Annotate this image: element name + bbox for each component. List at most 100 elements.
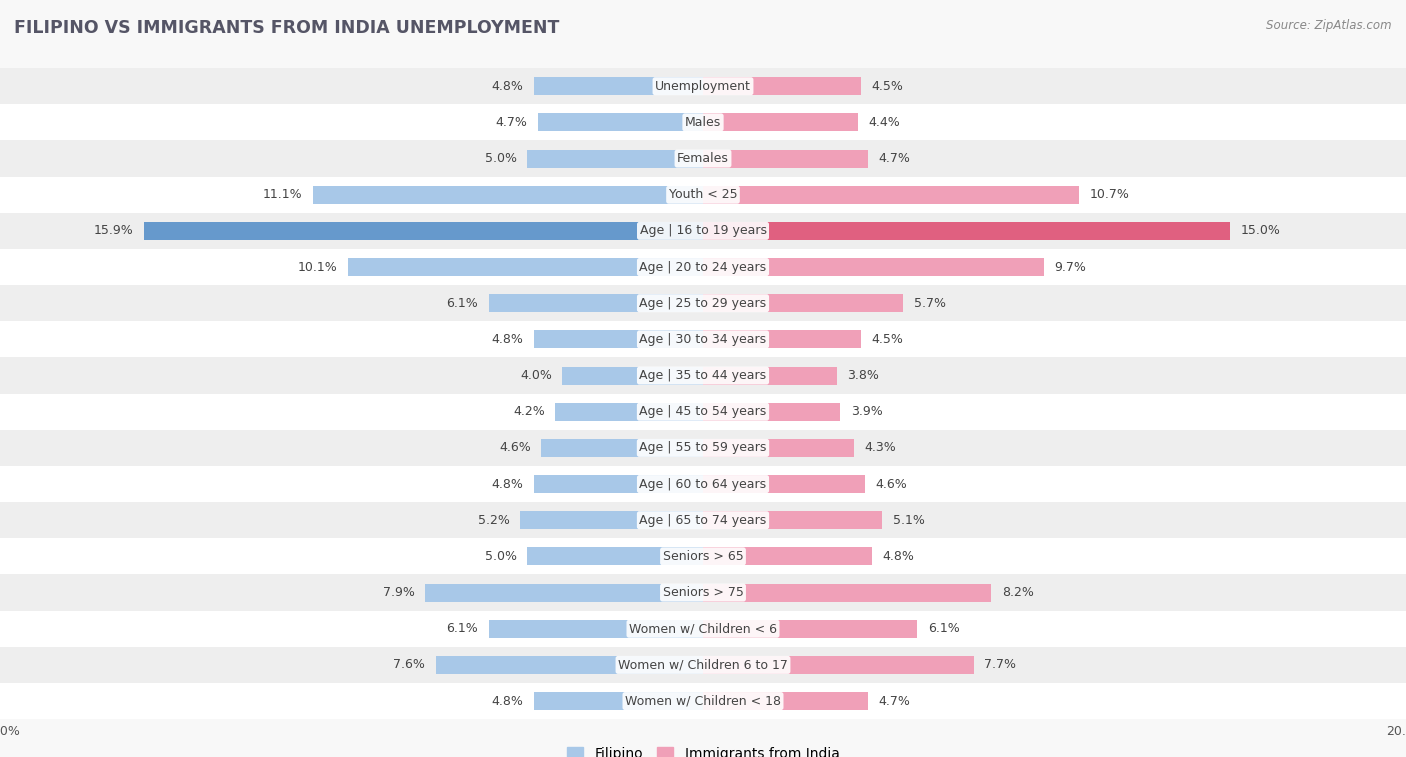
Text: Age | 16 to 19 years: Age | 16 to 19 years [640, 224, 766, 238]
Text: Unemployment: Unemployment [655, 79, 751, 92]
Bar [703, 114, 858, 132]
Text: 4.7%: 4.7% [879, 695, 911, 708]
Bar [0, 683, 1406, 719]
Text: Women w/ Children < 18: Women w/ Children < 18 [626, 695, 780, 708]
Bar [0, 466, 1406, 502]
Bar [0, 104, 1406, 141]
Text: 5.2%: 5.2% [478, 514, 510, 527]
Bar [0, 646, 1406, 683]
Text: 4.8%: 4.8% [492, 333, 524, 346]
Text: 4.8%: 4.8% [492, 478, 524, 491]
Text: 4.3%: 4.3% [865, 441, 897, 454]
Text: 3.8%: 3.8% [846, 369, 879, 382]
Text: 4.6%: 4.6% [499, 441, 531, 454]
Text: 5.0%: 5.0% [485, 152, 517, 165]
Text: 4.0%: 4.0% [520, 369, 551, 382]
Text: 9.7%: 9.7% [1054, 260, 1087, 273]
Bar [703, 222, 1230, 240]
Text: 4.2%: 4.2% [513, 405, 546, 418]
Bar [0, 611, 1406, 646]
Text: 4.5%: 4.5% [872, 79, 904, 92]
Text: 15.0%: 15.0% [1241, 224, 1281, 238]
Bar [520, 511, 703, 529]
Text: 4.4%: 4.4% [869, 116, 900, 129]
Text: 7.6%: 7.6% [394, 659, 426, 671]
Bar [703, 547, 872, 565]
Bar [0, 176, 1406, 213]
Bar [703, 439, 855, 457]
Bar [425, 584, 703, 602]
Bar [436, 656, 703, 674]
Text: Source: ZipAtlas.com: Source: ZipAtlas.com [1267, 19, 1392, 32]
Bar [703, 330, 860, 348]
Text: 11.1%: 11.1% [263, 188, 302, 201]
Bar [541, 439, 703, 457]
Text: 6.1%: 6.1% [446, 297, 478, 310]
Text: 3.9%: 3.9% [851, 405, 883, 418]
Bar [703, 185, 1080, 204]
Bar [537, 114, 703, 132]
Text: 4.8%: 4.8% [883, 550, 914, 563]
Bar [534, 77, 703, 95]
Text: Youth < 25: Youth < 25 [669, 188, 737, 201]
Text: 10.1%: 10.1% [298, 260, 337, 273]
Text: Age | 20 to 24 years: Age | 20 to 24 years [640, 260, 766, 273]
Text: Seniors > 75: Seniors > 75 [662, 586, 744, 599]
Text: Females: Females [678, 152, 728, 165]
Bar [0, 430, 1406, 466]
Text: Seniors > 65: Seniors > 65 [662, 550, 744, 563]
Text: 8.2%: 8.2% [1001, 586, 1033, 599]
Text: 6.1%: 6.1% [446, 622, 478, 635]
Bar [527, 150, 703, 167]
Text: Males: Males [685, 116, 721, 129]
Bar [703, 656, 973, 674]
Bar [0, 68, 1406, 104]
Text: 15.9%: 15.9% [94, 224, 134, 238]
Bar [534, 330, 703, 348]
Text: Women w/ Children 6 to 17: Women w/ Children 6 to 17 [619, 659, 787, 671]
Bar [703, 150, 869, 167]
Text: 5.7%: 5.7% [914, 297, 946, 310]
Bar [703, 584, 991, 602]
Bar [703, 475, 865, 493]
Legend: Filipino, Immigrants from India: Filipino, Immigrants from India [567, 747, 839, 757]
Bar [489, 294, 703, 313]
Bar [555, 403, 703, 421]
Bar [0, 502, 1406, 538]
Bar [703, 692, 869, 710]
Bar [0, 249, 1406, 285]
Bar [562, 366, 703, 385]
Bar [314, 185, 703, 204]
Bar [0, 394, 1406, 430]
Bar [489, 620, 703, 637]
Bar [534, 475, 703, 493]
Bar [0, 213, 1406, 249]
Bar [0, 575, 1406, 611]
Text: 7.7%: 7.7% [984, 659, 1017, 671]
Text: 4.5%: 4.5% [872, 333, 904, 346]
Text: 7.9%: 7.9% [382, 586, 415, 599]
Bar [703, 511, 883, 529]
Bar [145, 222, 703, 240]
Bar [703, 403, 841, 421]
Bar [0, 141, 1406, 176]
Text: 4.8%: 4.8% [492, 79, 524, 92]
Bar [0, 285, 1406, 321]
Text: 4.6%: 4.6% [875, 478, 907, 491]
Bar [0, 538, 1406, 575]
Text: 10.7%: 10.7% [1090, 188, 1129, 201]
Text: Age | 55 to 59 years: Age | 55 to 59 years [640, 441, 766, 454]
Bar [703, 620, 917, 637]
Text: Age | 25 to 29 years: Age | 25 to 29 years [640, 297, 766, 310]
Text: 4.8%: 4.8% [492, 695, 524, 708]
Bar [349, 258, 703, 276]
Text: 5.0%: 5.0% [485, 550, 517, 563]
Bar [0, 357, 1406, 394]
Bar [703, 366, 837, 385]
Text: 6.1%: 6.1% [928, 622, 960, 635]
Bar [534, 692, 703, 710]
Bar [703, 258, 1043, 276]
Text: Age | 45 to 54 years: Age | 45 to 54 years [640, 405, 766, 418]
Bar [0, 321, 1406, 357]
Text: Age | 60 to 64 years: Age | 60 to 64 years [640, 478, 766, 491]
